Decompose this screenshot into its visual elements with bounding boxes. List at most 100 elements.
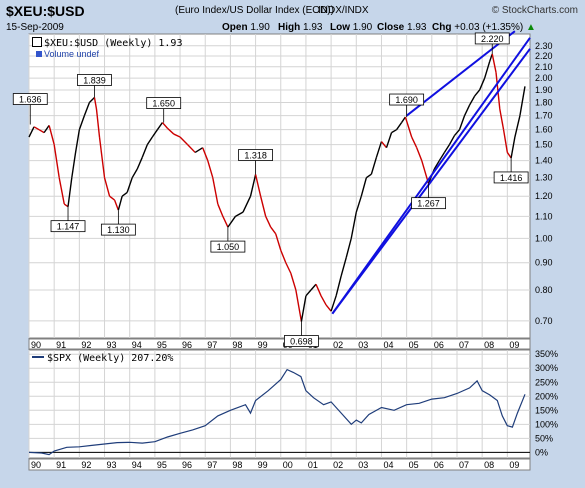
price-segment (330, 295, 337, 312)
price-y-tick-label: 2.20 (535, 51, 553, 61)
annotation-box (411, 197, 446, 210)
price-segment (295, 289, 303, 322)
price-segment (126, 177, 133, 193)
price-x-tick-label: 93 (107, 340, 117, 350)
price-segment (254, 174, 262, 197)
annotation-box (389, 93, 425, 106)
annotation-label: 1.690 (395, 95, 418, 105)
top-x-axis-band (28, 338, 531, 350)
price-segment (385, 132, 393, 148)
price-y-tick-label: 1.90 (535, 85, 553, 95)
spx-y-tick-label: 250% (535, 377, 558, 387)
spx-y-tick-label: 350% (535, 349, 558, 359)
price-x-tick-label: 90 (31, 340, 41, 350)
quote-low: Low 1.90 (330, 22, 373, 33)
price-segment (53, 144, 60, 178)
price-segment (335, 275, 342, 297)
price-x-tick-label: 96 (182, 340, 192, 350)
price-segment (463, 104, 471, 116)
price-x-tick-label: 04 (383, 340, 393, 350)
price-segment (320, 295, 327, 306)
spx-x-tick-label: 07 (459, 460, 469, 470)
price-y-tick-label: 1.30 (535, 173, 553, 183)
price-y-tick-label: 0.90 (535, 258, 553, 268)
price-segment (78, 115, 86, 130)
price-y-tick-label: 2.30 (535, 41, 553, 51)
price-segment (491, 53, 497, 73)
price-y-tick-label: 2.10 (535, 62, 553, 72)
price-x-tick-label: 91 (56, 340, 66, 350)
top-legend: $XEU:$USD (Weekly) 1.93 (32, 37, 182, 49)
price-segment (484, 61, 491, 79)
annotation-label: 0.698 (290, 337, 313, 347)
price-segment (156, 122, 164, 131)
price-segment (270, 226, 277, 235)
spx-x-tick-label: 99 (258, 460, 268, 470)
quote-open: Open 1.90 (222, 22, 270, 33)
price-segment (28, 126, 35, 138)
price-segment (38, 129, 45, 134)
price-segment (33, 126, 40, 131)
spx-x-tick-label: 03 (358, 460, 368, 470)
price-segment (340, 257, 347, 277)
price-segment (249, 174, 257, 197)
price-segment (207, 160, 214, 178)
spx-x-tick-label: 92 (81, 460, 91, 470)
spx-x-tick-label: 06 (434, 460, 444, 470)
price-segment (443, 144, 451, 153)
price-y-tick-label: 1.10 (535, 211, 553, 221)
annotation-label: 1.839 (83, 75, 106, 85)
annotation-label: 2.220 (481, 34, 504, 44)
price-segment (453, 129, 461, 136)
price-y-tick-label: 1.20 (535, 191, 553, 201)
price-segment (194, 147, 204, 154)
annotation-label: 1.318 (244, 151, 267, 161)
price-segment (280, 249, 287, 264)
price-segment (74, 129, 81, 153)
price-y-tick-label: 1.70 (535, 111, 553, 121)
annotation-box (77, 74, 112, 86)
spx-x-tick-label: 02 (333, 460, 343, 470)
price-segment (227, 215, 237, 228)
spx-x-tick-label: 90 (31, 460, 41, 470)
price-segment (141, 144, 148, 158)
price-segment (325, 304, 332, 312)
price-x-tick-label: 92 (81, 340, 91, 350)
spx-x-tick-label: 09 (509, 460, 519, 470)
price-segment (58, 177, 65, 205)
price-segment (474, 89, 481, 97)
change-arrow-icon: ▲ (525, 22, 536, 33)
price-segment (88, 96, 95, 103)
price-x-tick-label: 06 (434, 340, 444, 350)
price-segment (202, 147, 209, 161)
brand-logo: © StockCharts.com (491, 5, 578, 16)
spx-x-tick-label: 93 (107, 460, 117, 470)
legend-swatch-icon (32, 37, 42, 47)
spx-y-tick-label: 0% (535, 447, 548, 457)
spx-x-tick-label: 04 (383, 460, 393, 470)
price-segment (315, 283, 322, 297)
price-segment (43, 124, 50, 133)
annotation-label: 1.267 (417, 199, 440, 209)
price-y-tick-label: 0.80 (535, 285, 553, 295)
price-y-tick-label: 1.50 (535, 140, 553, 150)
price-segment (285, 262, 292, 274)
price-x-tick-label: 02 (333, 340, 343, 350)
trendline (406, 30, 516, 117)
price-segment (166, 127, 175, 135)
quote-close: Close 1.93 (377, 22, 427, 33)
spx-x-tick-label: 94 (132, 460, 142, 470)
price-segment (275, 233, 282, 251)
price-segment (109, 195, 116, 201)
annotation-label: 1.650 (152, 99, 175, 109)
chart-symbol: $XEU:$USD (6, 3, 85, 19)
volume-swatch-icon (36, 51, 42, 57)
spx-x-tick-label: 08 (484, 460, 494, 470)
price-segment (83, 102, 91, 116)
price-segment (370, 157, 378, 175)
annotation-label: 1.130 (107, 225, 130, 235)
price-segment (458, 115, 466, 130)
price-segment (67, 177, 73, 207)
spx-x-tick-label: 00 (283, 460, 293, 470)
